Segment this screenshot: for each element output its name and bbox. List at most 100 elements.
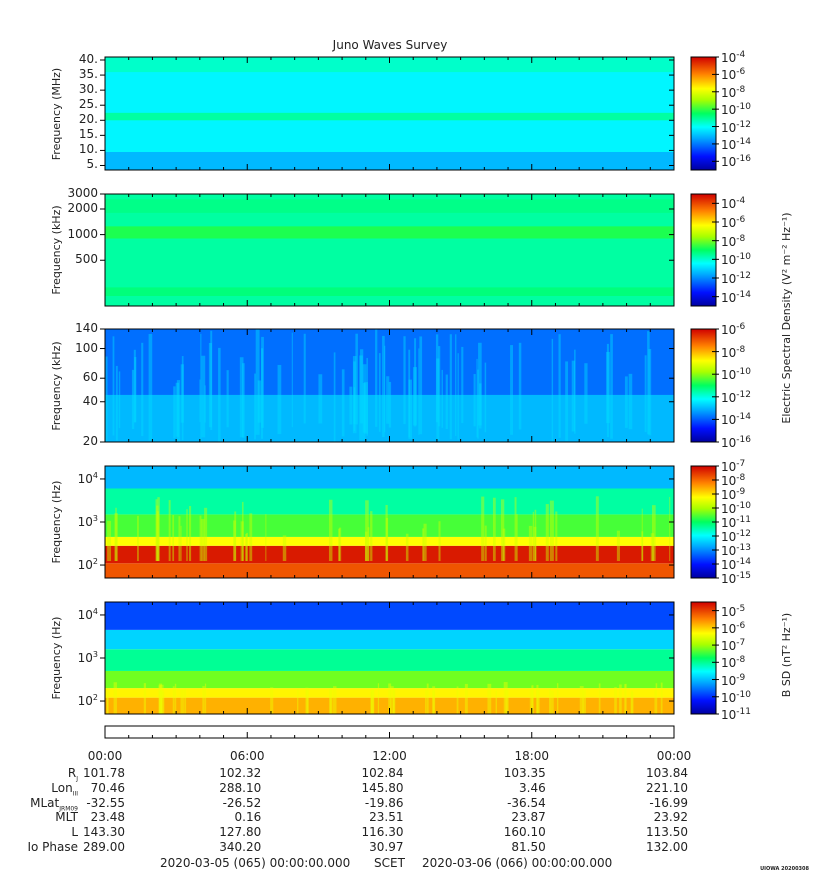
spectral-streak bbox=[528, 525, 533, 561]
colorbar-tick-label: 10-8 bbox=[721, 85, 745, 100]
colorbar-tick-label: 10-16 bbox=[721, 154, 751, 169]
spectral-streak bbox=[610, 334, 613, 439]
spectral-streak bbox=[371, 688, 374, 714]
spectral-streak bbox=[432, 690, 435, 714]
colorbar-tick-base: 10 bbox=[721, 216, 737, 230]
spectral-streak bbox=[628, 373, 633, 430]
ephemeris-value: 127.80 bbox=[219, 825, 262, 840]
spectral-streak bbox=[245, 533, 247, 561]
colorbar-tick-exponent: -8 bbox=[736, 655, 746, 666]
footer-end-date: 2020-03-06 (066) 00:00:00.000 bbox=[422, 856, 613, 870]
colorbar-tick-exponent: -6 bbox=[736, 620, 746, 631]
y-tick-label: 103 bbox=[45, 650, 98, 665]
colorbar-tick-exponent: -4 bbox=[736, 50, 746, 60]
spectral-streak bbox=[242, 501, 244, 561]
ephemeris-value: 132.00 bbox=[646, 840, 688, 854]
colorbar-tick-label: 10-14 bbox=[721, 412, 751, 427]
ephemeris-value: 143.30 bbox=[83, 825, 125, 840]
y-tick-label-text: 35. bbox=[78, 67, 98, 82]
ephemeris-time-label: 00:00 bbox=[656, 749, 692, 763]
colorbar-tick-exponent: -15 bbox=[736, 571, 751, 581]
spectral-streak bbox=[385, 504, 388, 561]
colorbar-tick-exponent: -9 bbox=[736, 672, 746, 683]
spectral-streak bbox=[246, 532, 248, 561]
ephemeris-row-label: Io Phase bbox=[0, 840, 78, 854]
spectral-streak bbox=[669, 496, 671, 561]
footer-scet-label: SCET bbox=[374, 856, 405, 870]
ephemeris-value: 0.16 bbox=[234, 810, 262, 825]
spectral-streak bbox=[291, 332, 293, 428]
colorbar-tick-base: 10 bbox=[721, 345, 737, 360]
ephemeris-row-label: LonIII bbox=[0, 781, 78, 797]
colorbar-tick-exponent: -9 bbox=[736, 487, 746, 497]
spectral-streak bbox=[118, 371, 121, 429]
spectral-streak bbox=[534, 509, 537, 561]
spectral-streak bbox=[386, 376, 390, 424]
electric-colorbar-title: Electric Spectral Density (V² m⁻² Hz⁻¹) bbox=[780, 212, 793, 424]
colorbar-tick-base: 10 bbox=[721, 544, 737, 558]
ephemeris-value: 289.00 bbox=[83, 840, 125, 854]
colorbar-tick-base: 10 bbox=[721, 460, 737, 474]
colorbar-tick-exponent: -8 bbox=[736, 233, 746, 244]
spectral-streak bbox=[134, 357, 137, 423]
y-tick-label-text: 40 bbox=[82, 393, 98, 408]
spectral-streak bbox=[426, 683, 429, 714]
spectral-streak bbox=[341, 369, 345, 437]
spectral-streak bbox=[200, 333, 202, 442]
colorbar-tick-base: 10 bbox=[721, 621, 737, 636]
y-tick-label-text: 15. bbox=[78, 127, 98, 142]
y-axis-label: Frequency (MHz) bbox=[50, 67, 63, 160]
spectral-streak bbox=[549, 500, 554, 561]
spectral-streak bbox=[648, 349, 652, 436]
spectral-streak bbox=[353, 387, 355, 431]
colorbar-tick-base: 10 bbox=[721, 502, 737, 516]
spectral-streak bbox=[240, 521, 244, 561]
colorbar-tick-base: 10 bbox=[721, 390, 737, 405]
ephemeris-value: 102.32 bbox=[219, 766, 262, 780]
spectral-streak bbox=[405, 533, 409, 561]
colorbar-tick-exponent: -6 bbox=[736, 322, 746, 332]
ephemeris-row-subscript: J bbox=[76, 775, 78, 783]
y-tick-label: 15. bbox=[45, 127, 98, 141]
colorbar-tick-base: 10 bbox=[721, 272, 737, 286]
spectral-streak bbox=[441, 369, 443, 428]
y-tick-label: 30. bbox=[45, 82, 98, 96]
spectral-streak bbox=[556, 683, 559, 714]
spectral-streak bbox=[558, 334, 561, 438]
ephemeris-value: 81.50 bbox=[511, 840, 546, 854]
colorbar-tick-label: 10-10 bbox=[721, 252, 751, 267]
colorbar-tick-exponent: -10 bbox=[736, 102, 751, 113]
spectral-streak bbox=[242, 363, 245, 438]
colorbar-tick-exponent: -10 bbox=[736, 367, 751, 378]
colorbar-tick-label: 10-9 bbox=[721, 487, 745, 502]
colorbar-tick-label: 10-10 bbox=[721, 501, 751, 516]
spectral-streak bbox=[105, 356, 108, 442]
spectral-streak bbox=[370, 511, 373, 561]
y-tick-label-text: 100 bbox=[75, 340, 98, 355]
y-tick-label-text: 3000 bbox=[67, 186, 98, 200]
ephemeris-row-label: L bbox=[0, 825, 78, 839]
ephemeris-value: 113.50 bbox=[646, 825, 688, 840]
spectral-streak bbox=[160, 691, 165, 714]
spectral-streak bbox=[265, 514, 267, 561]
spectral-streak bbox=[297, 688, 299, 714]
spectral-streak bbox=[160, 684, 164, 714]
colorbar bbox=[690, 601, 717, 715]
spectral-streak bbox=[574, 349, 576, 434]
spectral-streak bbox=[461, 346, 464, 424]
spectral-streak bbox=[173, 386, 176, 439]
y-tick-label-text: 5. bbox=[86, 157, 98, 172]
colorbar-tick-exponent: -10 bbox=[736, 689, 751, 700]
spectral-streak bbox=[565, 361, 569, 441]
colorbar-tick-exponent: -14 bbox=[736, 412, 751, 423]
ephemeris-value: 103.84 bbox=[646, 766, 688, 780]
spectral-streak bbox=[176, 380, 181, 442]
spectral-streak bbox=[536, 684, 539, 714]
spectral-streak bbox=[385, 517, 389, 561]
colorbar-tick-label: 10-8 bbox=[721, 234, 745, 249]
colorbar-tick-label: 10-12 bbox=[721, 529, 751, 544]
y-axis-label: Frequency (Hz) bbox=[50, 480, 63, 564]
spectral-streak bbox=[156, 505, 159, 561]
spectrogram-panels bbox=[100, 56, 719, 715]
spectral-streak bbox=[630, 691, 634, 714]
